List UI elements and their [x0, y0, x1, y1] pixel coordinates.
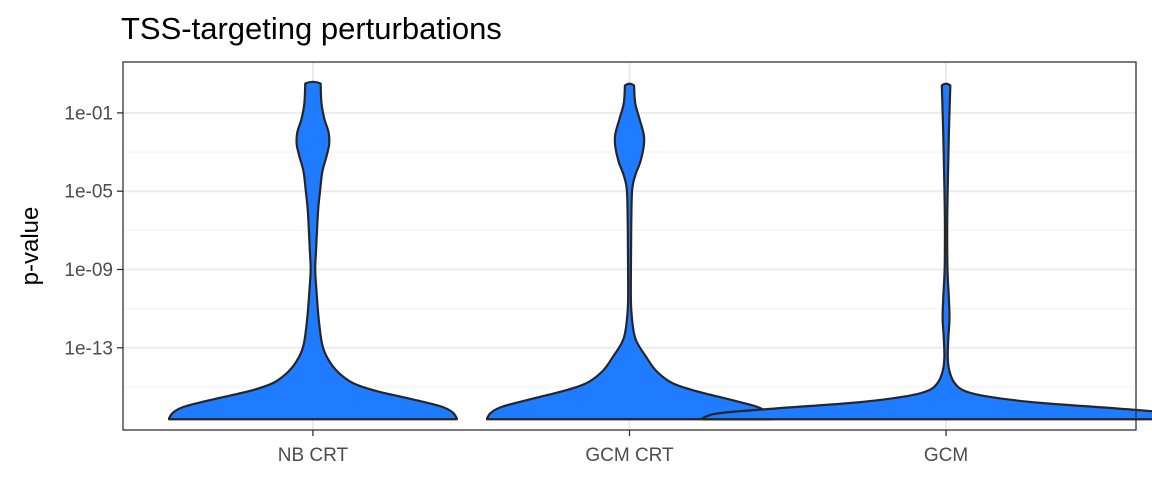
violin-nb-crt	[167, 80, 458, 421]
y-tick-label: 1e-09	[64, 260, 113, 281]
chart-title: TSS-targeting perturbations	[121, 11, 502, 46]
x-axis: NB CRT GCM CRT GCM	[278, 430, 968, 466]
x-tick-label: GCM CRT	[585, 445, 674, 466]
x-tick-label: GCM	[924, 445, 968, 466]
violins	[167, 80, 1152, 421]
y-axis: 1e-01 1e-05 1e-09 1e-13	[64, 103, 123, 359]
violin-gcm-crt	[485, 82, 774, 421]
y-tick-label: 1e-13	[64, 338, 113, 359]
y-tick-label: 1e-01	[64, 103, 113, 124]
violin-gcm	[701, 82, 1152, 421]
x-tick-label: NB CRT	[278, 445, 349, 466]
y-axis-title: p-value	[17, 207, 44, 286]
y-tick-label: 1e-05	[64, 182, 113, 203]
